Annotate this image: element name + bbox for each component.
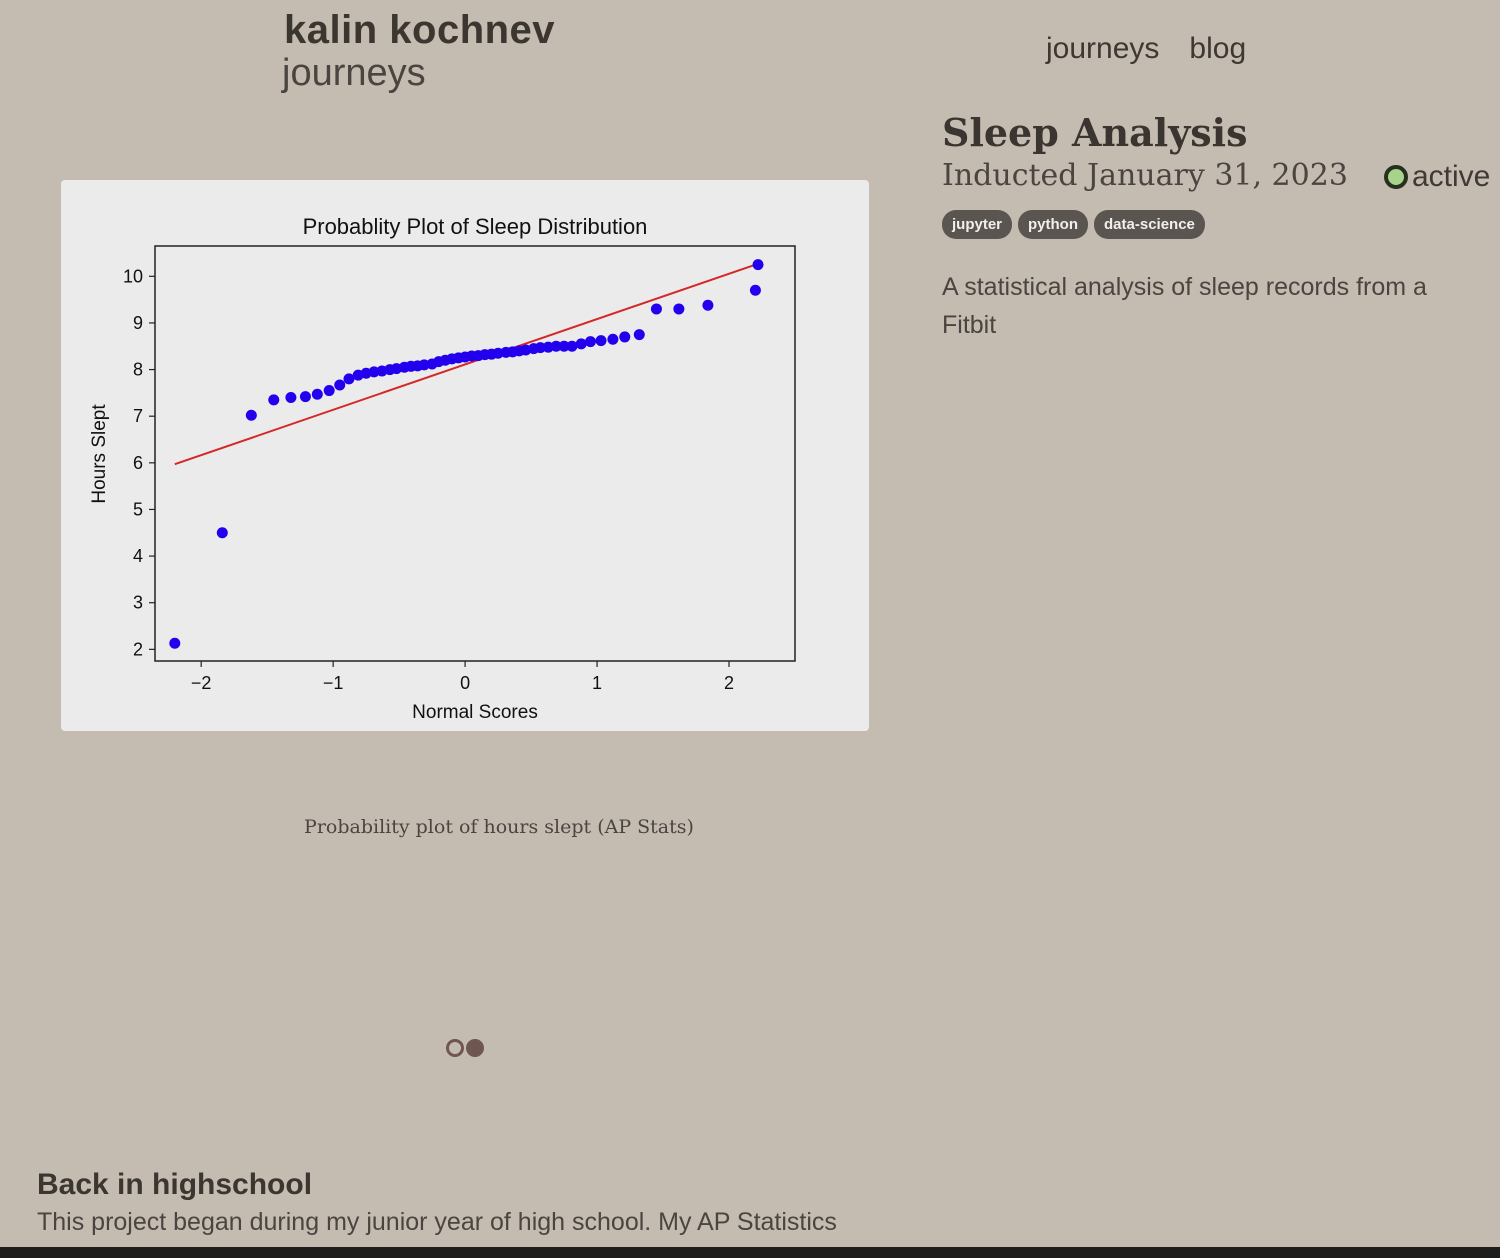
y-axis-label: Hours Slept [89,404,110,504]
site-section-title: journeys [282,52,426,94]
data-point [752,259,764,271]
section-paragraph: This project began during my junior year… [37,1208,837,1236]
tag-data-science[interactable]: data-science [1094,210,1205,239]
figure-caption: Probability plot of hours slept (AP Stat… [304,816,694,838]
carousel-dot-1[interactable] [446,1039,464,1057]
data-point [334,379,346,391]
data-point [245,409,257,421]
data-point [343,373,355,385]
tag-list: jupyter python data-science [942,210,1205,239]
data-point [633,329,645,341]
chart-title: Probablity Plot of Sleep Distribution [303,214,648,239]
x-tick-label: 1 [592,673,602,693]
x-axis-label: Normal Scores [412,702,538,723]
data-point [534,342,546,354]
y-tick-label: 6 [133,453,143,473]
project-date: Inducted January 31, 2023 [942,158,1348,193]
y-tick-label: 7 [133,406,143,426]
project-title: Sleep Analysis [942,110,1248,155]
section-heading: Back in highschool [37,1168,313,1201]
project-description: A statistical analysis of sleep records … [942,273,1427,339]
y-tick-label: 4 [133,546,143,566]
x-tick-label: 2 [724,673,734,693]
y-tick-label: 5 [133,499,143,519]
data-point [550,340,562,352]
data-point [323,385,335,397]
x-tick-label: −1 [323,673,344,693]
fit-line [174,263,756,466]
main-nav: journeys blog [1046,32,1246,66]
carousel-dot-2[interactable] [466,1039,484,1057]
y-axis: 2 3 4 5 6 7 8 9 10 [123,266,155,659]
plot-area [154,245,796,662]
carousel-indicators [446,1039,484,1057]
site-name[interactable]: kalin kochnev [284,8,556,52]
data-point [584,336,596,348]
data-point [558,340,570,352]
status-dot-icon [1384,165,1408,189]
data-point [169,637,181,649]
data-point [595,335,607,347]
x-tick-label: 0 [460,673,470,693]
data-point [673,303,685,315]
data-point [216,527,228,539]
status-label: active [1412,160,1491,193]
y-tick-label: 10 [123,266,143,286]
data-point [619,331,631,343]
x-axis: −2 −1 0 1 2 [191,661,734,693]
nav-blog-link[interactable]: blog [1189,32,1247,65]
tag-python[interactable]: python [1018,210,1089,239]
y-tick-label: 8 [133,360,143,380]
status-indicator: active [1384,160,1490,194]
nav-journeys-link[interactable]: journeys [1046,32,1160,65]
data-point [650,303,662,315]
y-tick-label: 3 [133,593,143,613]
data-point [749,284,761,296]
data-point [702,299,714,311]
fit-line-group [174,263,756,466]
y-tick-label: 9 [133,313,143,333]
bottom-bar [0,1247,1500,1258]
chart-card: Probablity Plot of Sleep Distribution −2… [61,180,869,731]
data-points [169,259,764,649]
data-point [575,338,587,350]
data-point [607,333,619,345]
tag-jupyter[interactable]: jupyter [942,210,1013,239]
data-point [268,394,280,406]
y-tick-label: 2 [133,639,143,659]
data-point [285,392,297,404]
x-tick-label: −2 [191,673,212,693]
data-point [299,391,311,403]
data-point [311,388,323,400]
probability-plot-chart: Probablity Plot of Sleep Distribution −2… [89,214,796,723]
data-point [566,340,578,352]
